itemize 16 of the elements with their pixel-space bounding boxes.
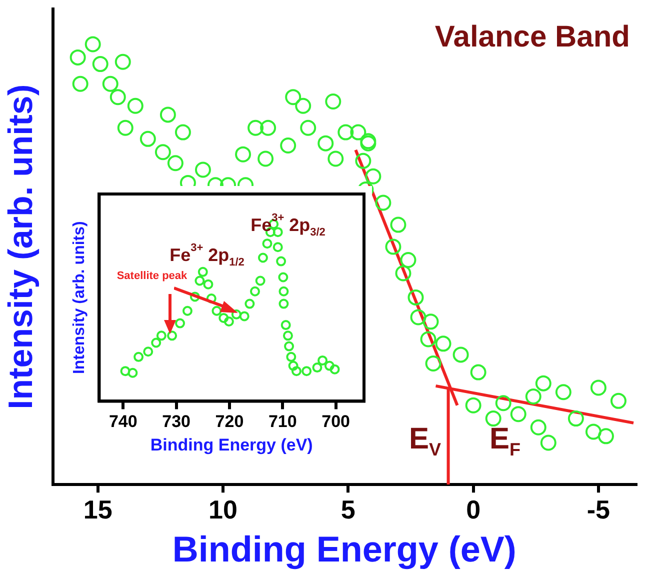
x-tick-label: 730 xyxy=(162,412,190,432)
y-axis-title: Intensity (arb. units) xyxy=(2,84,40,410)
x-tick-label: 0 xyxy=(466,494,481,524)
x-axis-title: Binding Energy (eV) xyxy=(172,528,516,570)
annotation: Valance Band xyxy=(434,20,630,54)
x-tick-label: 700 xyxy=(322,412,350,432)
x-tick-label: 5 xyxy=(340,494,356,524)
x-axis-title: Binding Energy (eV) xyxy=(150,435,313,454)
annotation: Satellite peak xyxy=(116,270,188,282)
x-tick-label: 10 xyxy=(208,494,238,524)
x-tick-label: 740 xyxy=(108,412,138,432)
x-tick-label: 720 xyxy=(215,412,244,432)
x-tick-label: 710 xyxy=(268,412,297,432)
y-axis-title: Intensity (arb. units) xyxy=(71,221,88,374)
x-tick-label: -5 xyxy=(586,494,610,524)
x-tick-label: 15 xyxy=(83,494,112,524)
